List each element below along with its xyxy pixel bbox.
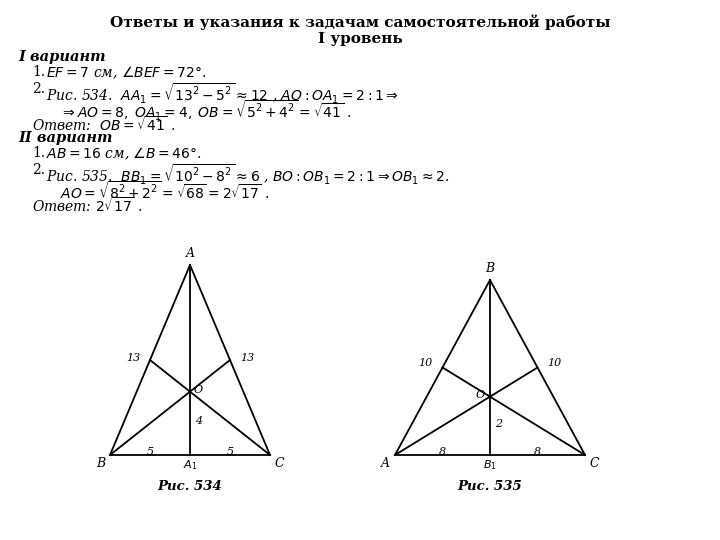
Text: 13: 13	[240, 353, 254, 363]
Text: C: C	[275, 457, 284, 470]
Text: $EF = 7$ см, $\angle BEF = 72°$.: $EF = 7$ см, $\angle BEF = 72°$.	[46, 65, 207, 82]
Text: 2.: 2.	[32, 163, 45, 177]
Text: C: C	[590, 457, 600, 470]
Text: I уровень: I уровень	[318, 32, 402, 46]
Text: 1.: 1.	[32, 65, 45, 79]
Text: 10: 10	[418, 359, 433, 368]
Text: 10: 10	[547, 359, 562, 368]
Text: Рис. 535: Рис. 535	[458, 480, 523, 493]
Text: Рис. 534: Рис. 534	[158, 480, 222, 493]
Text: B: B	[485, 262, 495, 275]
Text: 5: 5	[226, 447, 233, 457]
Text: II вариант: II вариант	[18, 131, 112, 145]
Text: A: A	[186, 247, 194, 260]
Text: $B_1$: $B_1$	[483, 458, 497, 472]
Text: Ответы и указания к задачам самостоятельной работы: Ответы и указания к задачам самостоятель…	[109, 14, 611, 30]
Text: 5: 5	[146, 447, 153, 457]
Text: 1.: 1.	[32, 146, 45, 160]
Text: $AO = \sqrt{8^2 + 2^2} = \sqrt{68} = 2\sqrt{17}$ .: $AO = \sqrt{8^2 + 2^2} = \sqrt{68} = 2\s…	[60, 180, 269, 202]
Text: I вариант: I вариант	[18, 50, 106, 64]
Text: 2.: 2.	[32, 82, 45, 96]
Text: Рис. 535.  $BB_1 = \sqrt{10^2 - 8^2} \approx 6$ , $BO : OB_1 = 2 : 1 \Rightarrow: Рис. 535. $BB_1 = \sqrt{10^2 - 8^2} \app…	[46, 163, 449, 187]
Text: $AB = 16$ см, $\angle B = 46°$.: $AB = 16$ см, $\angle B = 46°$.	[46, 146, 202, 163]
Text: Ответ: $2\sqrt{17}$ .: Ответ: $2\sqrt{17}$ .	[32, 196, 143, 215]
Text: O: O	[194, 384, 203, 395]
Text: Ответ:  $OB = \sqrt{41}$ .: Ответ: $OB = \sqrt{41}$ .	[32, 115, 176, 134]
Text: 8: 8	[439, 447, 446, 457]
Text: $A_1$: $A_1$	[183, 458, 197, 472]
Text: 8: 8	[534, 447, 541, 457]
Text: O: O	[476, 390, 485, 400]
Text: $\Rightarrow AO = 8,\; OA_1 = 4,\; OB = \sqrt{5^2 + 4^2} = \sqrt{41}$ .: $\Rightarrow AO = 8,\; OA_1 = 4,\; OB = …	[60, 99, 352, 123]
Text: 13: 13	[126, 353, 140, 363]
Text: Рис. 534.  $AA_1 = \sqrt{13^2 - 5^2} \approx 12$ , $AO : OA_1 = 2 : 1 \Rightarro: Рис. 534. $AA_1 = \sqrt{13^2 - 5^2} \app…	[46, 82, 399, 106]
Text: B: B	[96, 457, 105, 470]
Text: 2: 2	[495, 419, 502, 429]
Text: 4: 4	[195, 416, 202, 427]
Text: A: A	[381, 457, 390, 470]
